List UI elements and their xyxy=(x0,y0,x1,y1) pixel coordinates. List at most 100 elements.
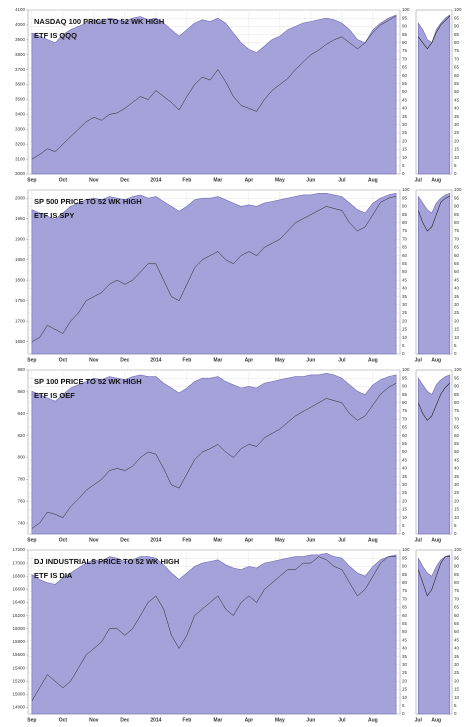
x-tick-label: Sep xyxy=(27,357,36,363)
x-tick-label: Jun xyxy=(306,537,315,543)
mini-y-tick-label: 95 xyxy=(454,195,460,200)
x-tick-label: Mar xyxy=(213,357,222,363)
x-tick-label: Apr xyxy=(245,177,254,183)
y2-tick-label: 1900 xyxy=(15,236,26,241)
mini-y-tick-label: 30 xyxy=(454,122,460,127)
mini-y-tick-label: 85 xyxy=(454,572,460,577)
mini-y-tick-label: 55 xyxy=(454,81,460,86)
price-line xyxy=(31,556,397,702)
y-tick-label: 65 xyxy=(402,65,408,70)
y-tick-label: 40 xyxy=(402,646,408,651)
y-tick-label: 90 xyxy=(402,24,408,29)
y2-tick-label: 16600 xyxy=(12,587,25,592)
y2-tick-label: 3500 xyxy=(15,97,26,102)
mini-y-tick-label: 15 xyxy=(454,687,460,692)
mini-y-tick-label: 70 xyxy=(454,56,460,61)
x-tick-label: 2014 xyxy=(150,177,161,183)
mini-price-line xyxy=(418,195,450,232)
y-tick-label: 55 xyxy=(402,81,408,86)
mini-y-tick-label: 100 xyxy=(454,367,462,372)
mini-y-tick-label: 85 xyxy=(454,212,460,217)
mini-y-tick-label: 75 xyxy=(454,48,460,53)
y-tick-label: 25 xyxy=(402,130,408,135)
y-tick-label: 100 xyxy=(402,7,410,12)
y-tick-label: 45 xyxy=(402,97,408,102)
x-tick-label: Nov xyxy=(89,357,99,363)
y-tick-label: 55 xyxy=(402,441,408,446)
mini-y-tick-label: 60 xyxy=(454,613,460,618)
x-tick-label: Jul xyxy=(338,537,346,543)
y-tick-label: 60 xyxy=(402,613,408,618)
x-tick-label: Dec xyxy=(120,537,129,543)
y-tick-label: 80 xyxy=(402,580,408,585)
y-tick-label: 100 xyxy=(402,187,410,192)
x-tick-label: May xyxy=(275,537,285,543)
area xyxy=(31,192,397,355)
y-tick-label: 30 xyxy=(402,482,408,487)
y2-tick-label: 17000 xyxy=(12,560,25,565)
mini-y-tick-label: 80 xyxy=(454,400,460,405)
mini-area xyxy=(418,374,451,535)
y-tick-label: 0 xyxy=(402,711,405,716)
y2-tick-label: 14800 xyxy=(12,705,25,710)
y-tick-label: 35 xyxy=(402,654,408,659)
y2-tick-label: 3800 xyxy=(15,52,26,57)
y2-tick-label: 15600 xyxy=(12,652,25,657)
mini-y-tick-label: 70 xyxy=(454,236,460,241)
mini-y-tick-label: 0 xyxy=(454,711,457,716)
y-tick-label: 85 xyxy=(402,572,408,577)
y2-tick-label: 4100 xyxy=(15,7,26,12)
panel-title: DJ INDUSTRIALS PRICE TO 52 WK HIGH xyxy=(34,557,179,566)
mini-y-tick-label: 60 xyxy=(454,253,460,258)
x-tick-label: Jun xyxy=(306,717,315,723)
panel-subtitle: ETF IS OEF xyxy=(34,391,75,400)
mini-y-tick-label: 20 xyxy=(454,678,460,683)
x-tick-label: Feb xyxy=(182,717,191,723)
x-tick-label: Feb xyxy=(182,357,191,363)
x-tick-label: Sep xyxy=(27,537,36,543)
mini-y-tick-label: 60 xyxy=(454,433,460,438)
x-tick-label: Nov xyxy=(89,717,99,723)
mini-y-tick-label: 75 xyxy=(454,408,460,413)
x-tick-label: Dec xyxy=(120,717,129,723)
y2-tick-label: 16200 xyxy=(12,613,25,618)
x-tick-label: Aug xyxy=(368,717,378,723)
y2-tick-label: 820 xyxy=(17,433,25,438)
y-tick-label: 50 xyxy=(402,89,408,94)
mini-y-tick-label: 80 xyxy=(454,220,460,225)
y-tick-label: 20 xyxy=(402,138,408,143)
x-tick-label: Aug xyxy=(368,177,378,183)
x-tick-label: May xyxy=(275,177,285,183)
mini-x-tick-label: Jul xyxy=(415,717,423,723)
y-tick-label: 15 xyxy=(402,687,408,692)
y-tick-label: 85 xyxy=(402,212,408,217)
x-tick-label: Jul xyxy=(338,717,346,723)
y-tick-label: 30 xyxy=(402,302,408,307)
mini-y-tick-label: 45 xyxy=(454,97,460,102)
x-tick-label: Oct xyxy=(59,537,68,543)
y2-tick-label: 800 xyxy=(17,455,25,460)
mini-area xyxy=(418,14,451,175)
y-tick-label: 50 xyxy=(402,629,408,634)
mini-y-tick-label: 40 xyxy=(454,466,460,471)
mini-y-tick-label: 35 xyxy=(454,294,460,299)
mini-y-tick-label: 50 xyxy=(454,449,460,454)
y-tick-label: 5 xyxy=(402,703,405,708)
mini-price-line xyxy=(418,382,451,421)
mini-y-tick-label: 50 xyxy=(454,629,460,634)
mini-y-tick-label: 65 xyxy=(454,245,460,250)
x-tick-label: Nov xyxy=(89,177,99,183)
mini-y-tick-label: 20 xyxy=(454,498,460,503)
panel-title: NASDAQ 100 PRICE TO 52 WK HIGH xyxy=(34,17,164,26)
x-tick-label: May xyxy=(275,717,285,723)
x-tick-label: Dec xyxy=(120,177,129,183)
y-tick-label: 40 xyxy=(402,466,408,471)
x-tick-label: Oct xyxy=(59,357,68,363)
mini-y-tick-label: 20 xyxy=(454,318,460,323)
y-tick-label: 10 xyxy=(402,155,408,160)
mini-y-tick-label: 65 xyxy=(454,605,460,610)
x-tick-label: Oct xyxy=(59,717,68,723)
mini-y-tick-label: 30 xyxy=(454,482,460,487)
x-tick-label: Feb xyxy=(182,537,191,543)
